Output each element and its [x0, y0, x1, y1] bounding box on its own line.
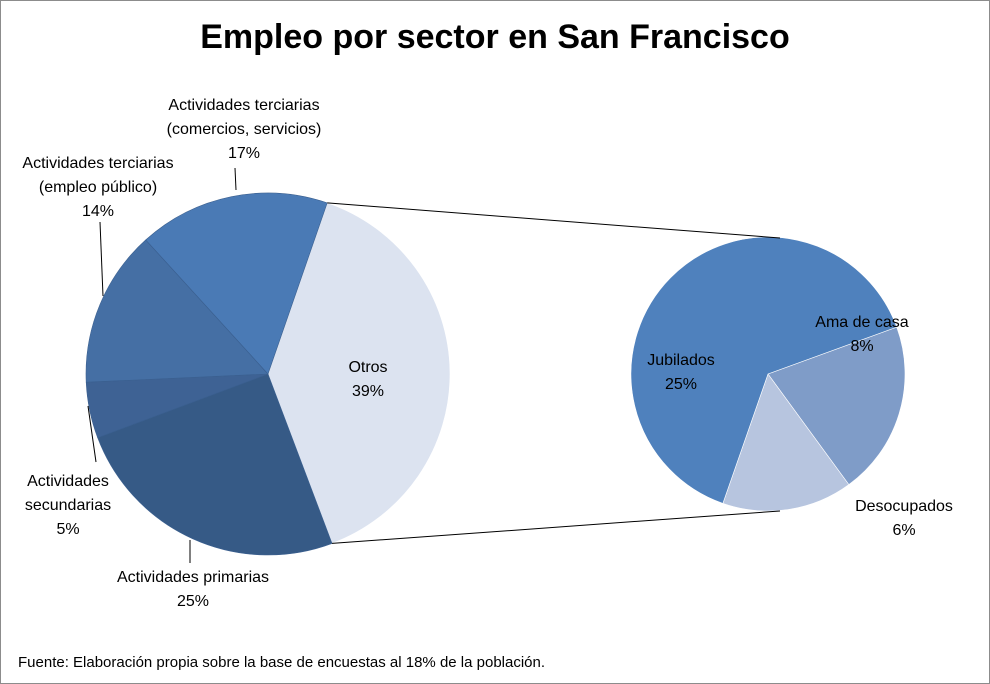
label-ama-de-casa: Ama de casa 8%	[815, 314, 908, 355]
leader-line-publico	[99, 221, 104, 297]
label-jubilados: Jubilados 25%	[647, 352, 715, 393]
leader-line-secundarias	[87, 405, 97, 463]
label-desocupados: Desocupados 6%	[855, 498, 953, 539]
chart-footnote: Fuente: Elaboración propia sobre la base…	[18, 654, 546, 671]
label-publico: Actividades terciarias (empleo público) 14…	[22, 155, 173, 220]
secondary-slice-jubilados	[630, 236, 898, 504]
label-comercios: Actividades terciarias (comercios, servic…	[167, 97, 322, 162]
label-otros: Otros 39%	[348, 359, 387, 400]
label-primarias: Actividades primarias 25%	[117, 569, 269, 610]
pie-slice-otros	[267, 202, 451, 544]
pie-slice-primarias	[97, 373, 333, 556]
secondary-slice-ama	[767, 326, 906, 486]
leader-line-comercios	[234, 167, 237, 191]
chart-title: Empleo por sector en San Francisco	[200, 18, 790, 56]
connector-line-top	[327, 202, 781, 239]
connector-line-bottom	[331, 510, 781, 544]
pie-slice-comercios	[145, 192, 328, 375]
label-secundarias: Actividades secundarias 5%	[25, 473, 111, 538]
secondary-slice-desocupados	[722, 373, 850, 512]
pie-slice-publico	[85, 239, 269, 383]
